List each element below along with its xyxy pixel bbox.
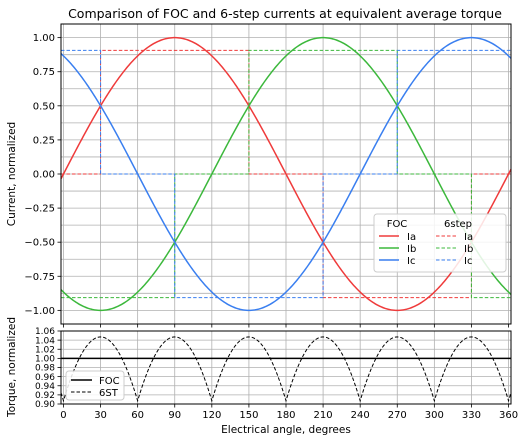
torque-y-tick-label: 1.04 [35,336,55,346]
x-tick-label: 360 [499,410,518,421]
legend-label-6st-torque: 6ST [99,388,119,399]
legend-title-6step: 6step [444,219,472,230]
torque-plot-frame [60,330,512,405]
torque-y-tick-label: 0.94 [35,382,55,392]
torque-series [60,336,512,403]
current-chart: Comparison of FOC and 6-step currents at… [6,6,512,328]
current-y-axis-label: Current, normalized [6,122,18,226]
current-y-tick-label: 0.50 [33,101,55,112]
x-tick-label: 180 [276,410,295,421]
torque-y-tick-label: 0.90 [35,400,55,410]
x-tick-label: 60 [131,410,144,421]
current-plot-frame [60,23,512,325]
series-torque-6st [60,336,512,403]
x-tick-label: 210 [314,410,333,421]
torque-y-axis-label: Torque, normalized [6,317,18,418]
legend-label-6step-ia: Ia [464,232,473,243]
x-tick-label: 150 [239,410,258,421]
legend-label-foc-torque: FOC [99,376,120,387]
legend-label-foc-ib: Ib [407,244,416,255]
current-y-tick-label: −0.25 [24,204,55,215]
series-foc-ic [60,36,512,312]
torque-y-tick-label: 1.00 [35,355,55,365]
torque-grid [61,330,511,405]
x-axis-label: Electrical angle, degrees [221,424,351,436]
x-tick-label: 270 [388,410,407,421]
legend-title-foc: FOC [387,219,408,230]
legend-label-6step-ic: Ic [464,256,472,267]
x-tick-label: 90 [168,410,181,421]
chart-title: Comparison of FOC and 6-step currents at… [68,6,502,21]
x-tick-label: 30 [94,410,107,421]
current-y-tick-label: 0.75 [33,67,55,78]
current-y-tick-label: 1.00 [33,33,55,44]
series-foc-ib [60,36,512,312]
x-tick-label: 240 [351,410,370,421]
torque-ticks: 0 30 60 90 120 150 180 210 240 270 300 330 3600.900.… [35,327,518,421]
current-y-tick-label: −0.75 [24,272,55,283]
legend-label-6step-ib: Ib [464,244,473,255]
series-foc-ia [60,36,512,312]
current-y-tick-label: −0.50 [24,238,55,249]
current-legend-box [373,213,507,273]
x-tick-label: 300 [425,410,444,421]
current-y-tick-label: 0.00 [33,170,55,181]
current-y-tick-label: −1.00 [24,306,55,317]
torque-legend-box [65,370,125,401]
torque-chart: Torque, normalized Electrical angle, deg… [6,317,518,436]
x-tick-label: 0 [60,410,66,421]
torque-legend: FOC 6ST [65,370,125,401]
torque-y-tick-label: 0.98 [35,364,55,374]
torque-y-tick-label: 1.06 [35,327,55,337]
series-6step-ic [61,49,511,299]
legend-label-foc-ic: Ic [407,256,415,267]
current-legend: FOC 6step Ia Ib Ic Ia Ib Ic [373,213,507,273]
x-tick-label: 330 [462,410,481,421]
current-y-tick-label: 0.25 [33,135,55,146]
legend-label-foc-ia: Ia [407,232,416,243]
torque-y-tick-label: 0.92 [35,391,55,401]
torque-y-tick-label: 0.96 [35,373,55,383]
torque-y-tick-label: 1.02 [35,345,55,355]
x-tick-label: 120 [202,410,221,421]
current-ticks: −1.00 −0.75 −0.50 −0.25 0.00 0.25 0.50 0.75 1.00 [24,33,509,328]
